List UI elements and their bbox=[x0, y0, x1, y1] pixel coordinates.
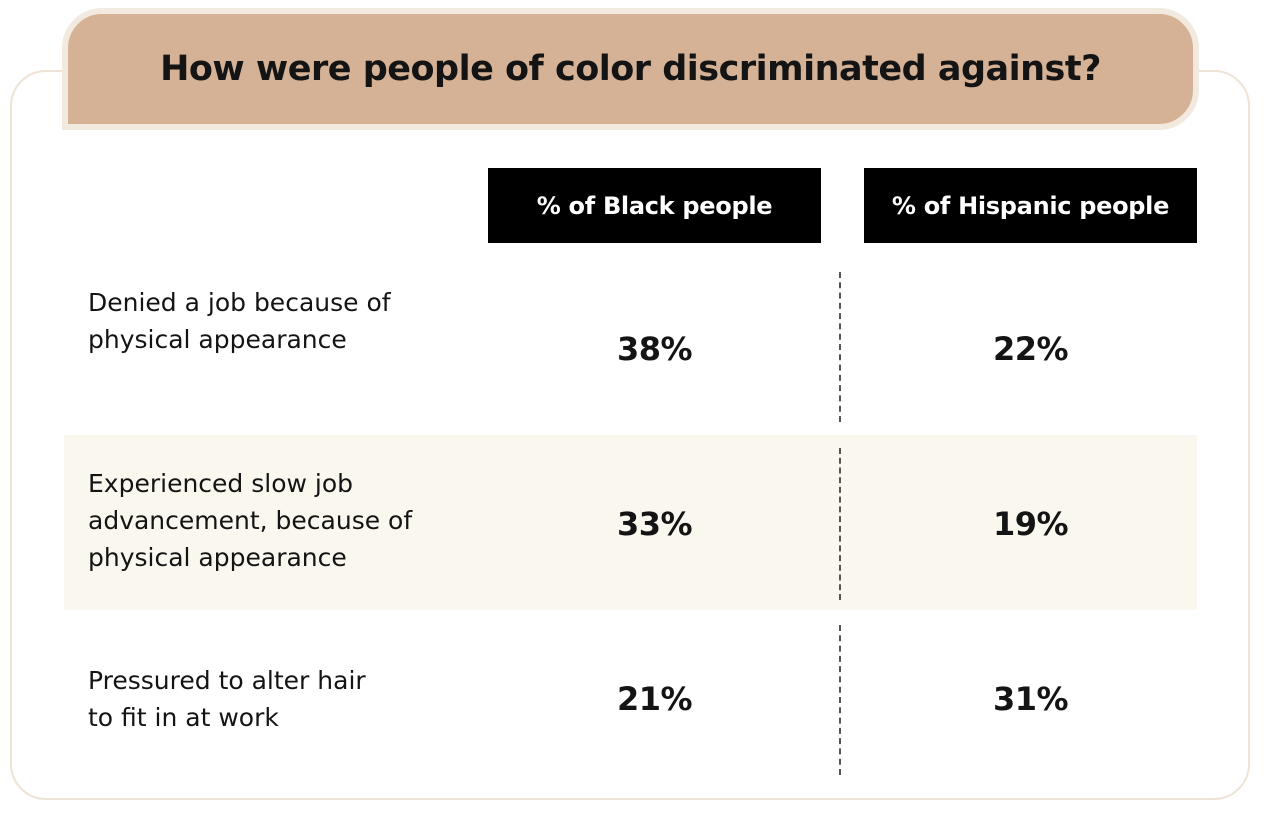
chart-title: How were people of color discriminated a… bbox=[160, 49, 1101, 89]
column-header-hispanic: % of Hispanic people bbox=[864, 168, 1197, 243]
value-black-alter-hair: 21% bbox=[616, 680, 693, 718]
column-divider bbox=[839, 272, 841, 422]
value-black-denied-job: 38% bbox=[616, 330, 693, 368]
column-header-black: % of Black people bbox=[488, 168, 821, 243]
value-hispanic-slow-advancement: 19% bbox=[992, 505, 1069, 543]
column-divider bbox=[839, 448, 841, 600]
table-row-shaded bbox=[64, 435, 1197, 610]
row-label-alter-hair: Pressured to alter hair to fit in at wor… bbox=[88, 666, 366, 732]
column-divider bbox=[839, 625, 841, 775]
row-label-denied-job: Denied a job because of physical appeara… bbox=[88, 288, 391, 354]
title-banner: How were people of color discriminated a… bbox=[62, 8, 1199, 130]
value-hispanic-denied-job: 22% bbox=[992, 330, 1069, 368]
value-black-slow-advancement: 33% bbox=[616, 505, 693, 543]
value-hispanic-alter-hair: 31% bbox=[992, 680, 1069, 718]
row-label-slow-advancement: Experienced slow job advancement, becaus… bbox=[88, 469, 413, 572]
